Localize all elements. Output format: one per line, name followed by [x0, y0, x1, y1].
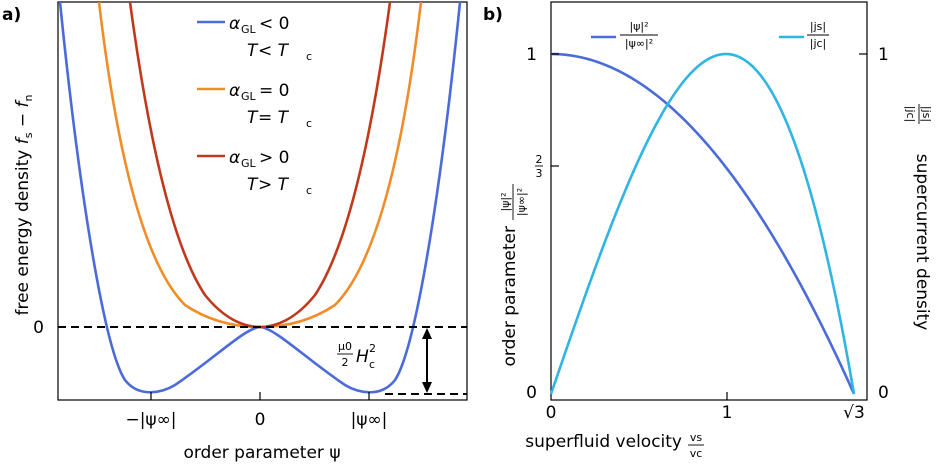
- x-tick-label-sqrt3: √3: [843, 403, 865, 423]
- x-tick-label-1: 1: [722, 403, 733, 423]
- svg-text:3: 3: [536, 167, 543, 180]
- legend-2-T-rel: = T: [258, 108, 290, 128]
- panel-a-y-axis-label: free energy density fs − fn: [13, 94, 35, 315]
- panel-b-x-axis-label: superfluid velocity vs vc: [525, 431, 704, 460]
- legend-3-T-sub: c: [306, 184, 312, 197]
- legend-1-rel: < 0: [259, 14, 289, 34]
- legend-2-sub: GL: [241, 90, 257, 103]
- legend-2-alpha: α: [229, 81, 240, 101]
- panel-a-frame: [57, 1, 468, 401]
- energy-H-sup: 2: [369, 342, 376, 355]
- x-tick-label-zero: 0: [255, 410, 266, 430]
- x-tick-label-0: 0: [546, 403, 557, 423]
- svg-text:vc: vc: [690, 447, 703, 460]
- panel-b-legend: |ψ|² |ψ∞|² |js| |jc|: [591, 20, 829, 50]
- legend-1-alpha: α: [229, 14, 240, 34]
- panel-a-label: a): [2, 5, 21, 25]
- svg-text:|ψ∞|²: |ψ∞|²: [515, 188, 528, 216]
- panel-a-x-axis-label: order parameter ψ: [183, 443, 340, 463]
- legend-order-den: |ψ∞|²: [625, 37, 653, 50]
- legend-1-T-sub: c: [306, 50, 312, 63]
- legend-1-sub: GL: [241, 23, 257, 36]
- svg-text:|jc|: |jc|: [904, 106, 917, 123]
- panel-b-frame: [550, 1, 868, 401]
- series-supercurrent: [549, 52, 856, 395]
- legend-1-T: T: [247, 41, 259, 61]
- x-tick-label-neg: −|ψ∞|: [125, 410, 176, 430]
- energy-H-sub: c: [369, 358, 375, 371]
- legend-3-T: T: [247, 175, 259, 195]
- legend-3-sub: GL: [241, 157, 257, 170]
- svg-text:|ψ|²: |ψ|²: [499, 192, 512, 211]
- legend-3-T-rel: > T: [258, 175, 290, 195]
- svg-text:|js|: |js|: [920, 106, 933, 122]
- legend-2-T: T: [247, 108, 259, 128]
- y-left-tick-label-0: 0: [526, 383, 537, 403]
- y-left-tick-label-1: 1: [526, 45, 537, 65]
- legend-3-alpha: α: [229, 148, 240, 168]
- legend-1-T-rel: < T: [258, 41, 290, 61]
- svg-text:vs: vs: [690, 431, 703, 444]
- svg-text:order parameter: order parameter: [500, 226, 520, 366]
- y-tick-label-zero: 0: [33, 318, 44, 338]
- panel-b: b) 1 2 3 0 1 0 0 1 √3 |ψ|² |ψ∞|²: [483, 1, 933, 460]
- legend-2-rel: = 0: [259, 81, 289, 101]
- y-left-tick-label-23: 2 3: [535, 153, 543, 180]
- panel-a: a) μ0 2 H c 2 α GL < 0: [2, 1, 468, 463]
- condensation-energy-label: μ0 2 H c 2: [337, 340, 376, 371]
- legend-2-T-sub: c: [306, 117, 312, 130]
- svg-text:2: 2: [536, 153, 543, 166]
- svg-text:supercurrent density: supercurrent density: [912, 154, 932, 331]
- x-tick-label-pos: |ψ∞|: [351, 410, 388, 430]
- legend-order-num: |ψ|²: [629, 20, 648, 33]
- energy-H: H: [356, 347, 369, 367]
- legend-current-den: |jc|: [810, 37, 827, 50]
- svg-text:superfluid velocity: superfluid velocity: [525, 432, 682, 452]
- y-right-tick-label-1: 1: [878, 45, 889, 65]
- legend-current-num: |js|: [810, 20, 826, 33]
- panel-b-y-right-axis-label: supercurrent density |js| |jc|: [904, 104, 933, 330]
- panel-a-legend: α GL < 0 T < T c α GL = 0 T = T c α GL >…: [197, 14, 312, 197]
- condensation-energy-arrow: [422, 328, 432, 393]
- panel-b-label: b): [483, 5, 503, 25]
- svg-text:free energy density fs − fn: free energy density fs − fn: [13, 94, 35, 315]
- panel-b-y-left-axis-label: order parameter |ψ|² |ψ∞|²: [499, 184, 528, 366]
- energy-frac-num: μ0: [338, 340, 352, 353]
- energy-frac-den: 2: [342, 356, 349, 369]
- legend-3-rel: > 0: [259, 148, 289, 168]
- y-right-tick-label-0: 0: [878, 383, 889, 403]
- series-order-parameter: [550, 52, 856, 395]
